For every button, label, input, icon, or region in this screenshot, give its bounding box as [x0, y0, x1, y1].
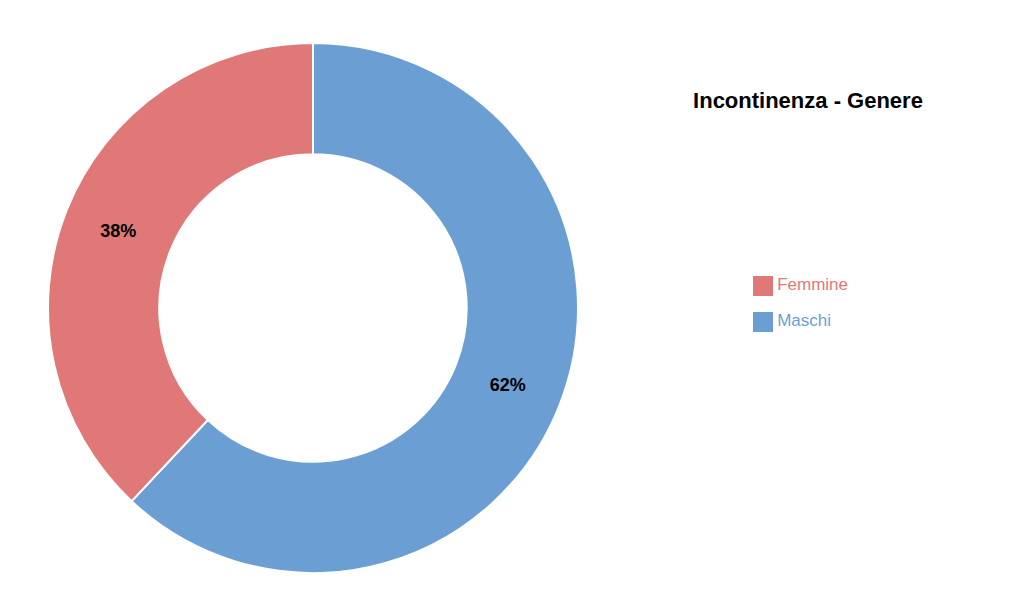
- svg-text:38%: 38%: [100, 221, 136, 241]
- svg-text:62%: 62%: [490, 375, 526, 395]
- html-text:Maschi: Maschi: [777, 311, 831, 330]
- html-text:Incontinenza - Genere: Incontinenza - Genere: [693, 88, 923, 113]
- html-text:Femmine: Femmine: [777, 275, 848, 294]
